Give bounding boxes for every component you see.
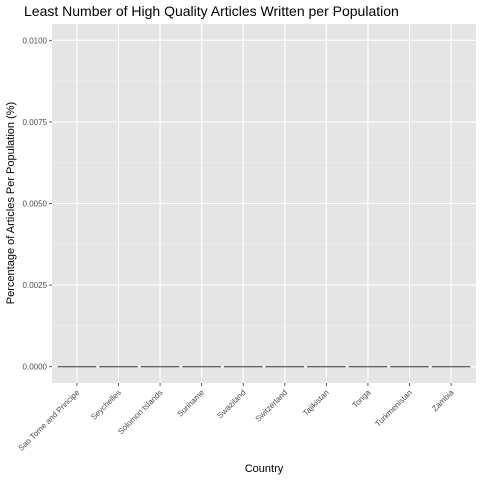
x-tick-label: Seychelles [89,388,123,422]
major-gridlines [52,24,476,383]
y-axis: 0.0000 0.0025 0.0050 0.0075 0.0100 [23,36,52,372]
x-tick-label: Swaziland [215,388,247,420]
y-tick-label: 0.0050 [23,200,48,209]
x-axis-title: Country [245,463,284,475]
x-tick-label: Zambia [430,388,456,414]
y-axis-title: Percentage of Articles Per Population (%… [5,102,17,304]
x-tick-label: Turkmenistan [373,388,413,428]
y-tick-label: 0.0000 [23,363,48,372]
y-tick-label: 0.0100 [23,36,48,45]
y-tick-label: 0.0075 [23,118,48,127]
x-tick-label: Switzerland [254,388,290,424]
minor-gridlines [52,80,476,327]
y-tick-label: 0.0025 [23,281,48,290]
x-tick-label: Solomon Islands [116,388,164,436]
chart-title: Least Number of High Quality Articles Wr… [24,3,399,19]
x-tick-label: Suriname [175,388,206,419]
x-tick-label: Tajikistan [301,388,331,418]
x-tick-label: Sao Tome and Principe [17,388,82,453]
x-tick-label: Tonga [351,388,373,410]
